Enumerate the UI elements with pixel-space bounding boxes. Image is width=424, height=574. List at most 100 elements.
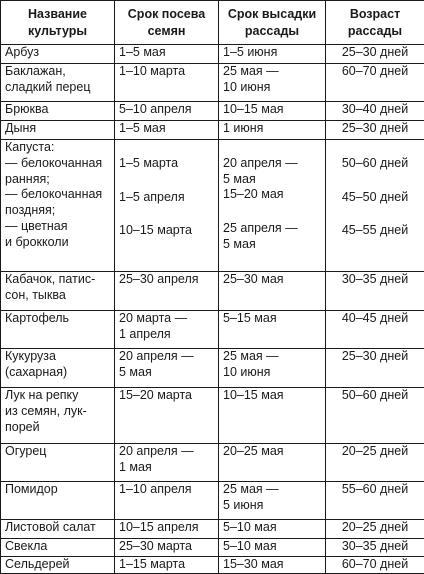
cell-line: 25–30 дней — [330, 45, 420, 61]
cell-line: 5 июня — [223, 498, 321, 514]
cell-line: 60–70 дней — [330, 557, 420, 573]
cell-sowing: 1–5 мая — [115, 45, 219, 64]
cell-line: 30–35 дней — [330, 539, 420, 555]
cell-line: Картофель — [5, 311, 110, 327]
cell-age: 60–70 дней — [326, 64, 424, 102]
cell-line: Свекла — [5, 539, 110, 555]
table-header: Название культуры Срок посева семян Срок… — [1, 1, 424, 45]
cell-sowing: 1–5 мая — [115, 121, 219, 140]
cell-line: 20 марта — — [119, 311, 214, 327]
cell-line: 20 апреля — — [119, 349, 214, 365]
cell-line: (сахарная) — [5, 365, 110, 381]
cell-line: 25 апреля — — [223, 221, 321, 237]
cell-sowing: 5–10 апреля — [115, 102, 219, 121]
cell-line: 20–25 мая — [223, 444, 321, 460]
cell-planting: 25 мая —5 июня — [219, 482, 326, 520]
cell-line: 25–30 мая — [223, 272, 321, 288]
cell-line: 1–10 апреля — [119, 482, 214, 498]
header-sowing: Срок посева семян — [115, 1, 219, 45]
cell-line: 5 мая — [119, 365, 214, 381]
cell-line: Кабачок, патис- — [5, 272, 110, 288]
cell-line: и брокколи — [5, 235, 110, 251]
cell-age: 30–35 дней — [326, 539, 424, 557]
header-crop: Название культуры — [1, 1, 115, 45]
cell-age: 30–40 дней — [326, 102, 424, 121]
cell-line: 20 апреля — — [223, 156, 321, 172]
cell-planting: 10–15 мая — [219, 102, 326, 121]
cell-line: 45–50 дней — [330, 190, 420, 206]
cell-line: 10–15 апреля — [119, 520, 214, 536]
cell-line: 25–30 марта — [119, 539, 214, 555]
cell-line: 5–15 мая — [223, 311, 321, 327]
cell-crop: Огурец — [1, 444, 115, 482]
cell-line: 10 июня — [223, 365, 321, 381]
cell-line: Огурец — [5, 444, 110, 460]
header-age: Возраст рассады — [326, 1, 424, 45]
cell-sowing: 20 апреля —5 мая — [115, 349, 219, 388]
cell-sowing: 1–10 марта — [115, 64, 219, 102]
cell-planting: 5–15 мая — [219, 311, 326, 349]
cell-line: — белокочанная — [5, 187, 110, 203]
cell-line: — белокочанная — [5, 156, 110, 172]
cell-sowing: 20 апреля —1 мая — [115, 444, 219, 482]
cell-age: 40–45 дней — [326, 311, 424, 349]
cell-line: 1–5 марта — [119, 156, 214, 172]
cell-line: 25–30 дней — [330, 349, 420, 365]
cell-planting: 10–15 мая — [219, 388, 326, 444]
cell-line: Дыня — [5, 121, 110, 137]
cell-crop: Сельдерей — [1, 557, 115, 574]
cell-line: 50–60 дней — [330, 156, 420, 172]
cell-line: из семян, лук- — [5, 404, 110, 420]
cell-line: 25–30 дней — [330, 121, 420, 137]
cell-crop: Листовой салат — [1, 520, 115, 539]
cell-line: 25 мая — — [223, 349, 321, 365]
cell-crop: Помидор — [1, 482, 115, 520]
cell-line: 50–60 дней — [330, 388, 420, 404]
table-row: Свекла 25–30 марта 5–10 мая 30–35 дней — [1, 539, 424, 557]
cell-line: Арбуз — [5, 45, 110, 61]
cell-planting: 20–25 мая — [219, 444, 326, 482]
cell-line: 5–10 мая — [223, 520, 321, 536]
cell-age: 25–30 дней — [326, 45, 424, 64]
cell-age: 50–60 дней — [326, 388, 424, 444]
cell-age: 30–35 дней — [326, 272, 424, 311]
cell-line: Сельдерей — [5, 557, 110, 573]
cell-line: 25 мая — — [223, 64, 321, 80]
cell-line: Брюква — [5, 102, 110, 118]
cell-line: Баклажан, — [5, 64, 110, 80]
cell-crop: Дыня — [1, 121, 115, 140]
cell-line: 5 мая — [223, 237, 321, 253]
header-row: Название культуры Срок посева семян Срок… — [1, 1, 424, 45]
cell-line: 5–10 апреля — [119, 102, 214, 118]
cell-line: 1 апреля — [119, 327, 214, 343]
cell-age: 55–60 дней — [326, 482, 424, 520]
cell-age: 20–25 дней — [326, 520, 424, 539]
cell-crop: Баклажан,сладкий перец — [1, 64, 115, 102]
cell-line: 10–15 марта — [119, 223, 214, 239]
cell-crop: Арбуз — [1, 45, 115, 64]
header-planting: Срок высадки рассады — [219, 1, 326, 45]
cell-crop: Свекла — [1, 539, 115, 557]
cell-line: 15–20 марта — [119, 388, 214, 404]
cell-line: 5–10 мая — [223, 539, 321, 555]
cell-planting: 25 мая —10 июня — [219, 349, 326, 388]
cell-crop: Кабачок, патис-сон, тыква — [1, 272, 115, 311]
cell-crop: Кукуруза(сахарная) — [1, 349, 115, 388]
cell-planting: 25 мая —10 июня — [219, 64, 326, 102]
cell-line: ранняя; — [5, 172, 110, 188]
table-row: Картофель 20 марта —1 апреля 5–15 мая 40–45… — [1, 311, 424, 349]
cell-line: 20 апреля — — [119, 444, 214, 460]
cell-sowing: 25–30 марта — [115, 539, 219, 557]
cell-line: 10 июня — [223, 80, 321, 96]
cell-sowing: 10–15 апреля — [115, 520, 219, 539]
cell-crop: Брюква — [1, 102, 115, 121]
cell-line: 10–15 мая — [223, 388, 321, 404]
